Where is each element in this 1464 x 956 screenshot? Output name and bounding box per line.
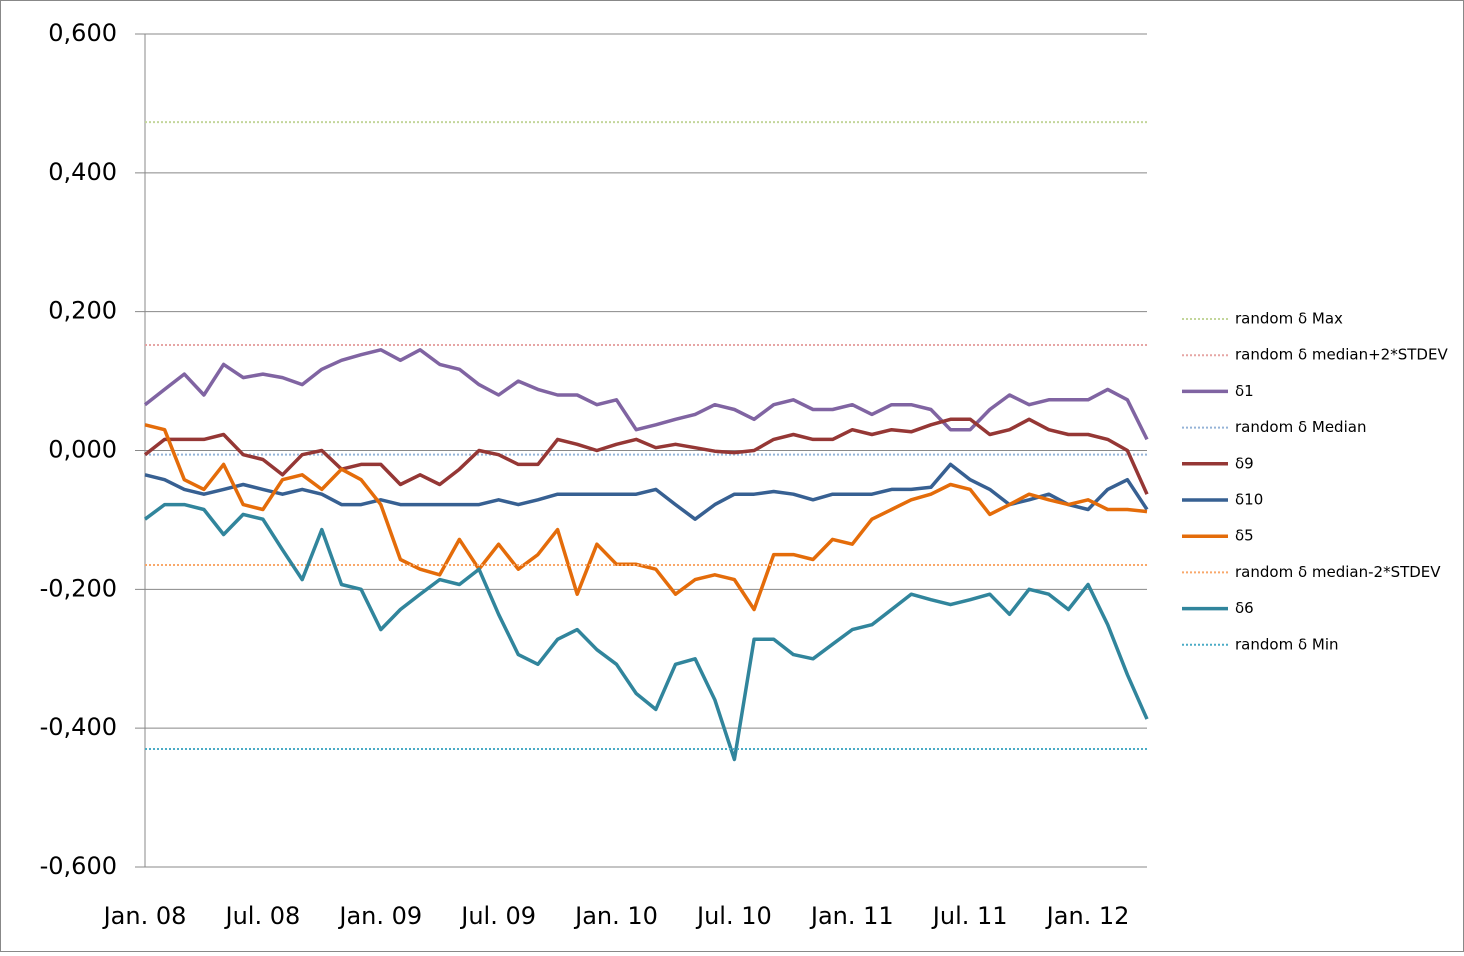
y-tick-label: 0,600	[48, 19, 117, 47]
y-tick-label: 0,000	[48, 436, 117, 464]
x-tick-label: Jul. 10	[695, 902, 772, 930]
series-line	[144, 462, 1149, 521]
series-line	[144, 423, 1148, 612]
legend-label: random δ median-2*STDEV	[1235, 563, 1441, 581]
x-tick-label: Jan. 11	[809, 902, 894, 930]
y-tick-label: 0,400	[48, 158, 117, 186]
x-tick-label: Jul. 09	[459, 902, 536, 930]
x-tick-label: Jul. 08	[223, 902, 300, 930]
legend-label: δ1	[1235, 382, 1254, 400]
series-line	[143, 502, 1149, 762]
y-tick-label: 0,200	[48, 297, 117, 325]
y-tick-label: -0,400	[40, 713, 117, 741]
y-tick-label: -0,600	[40, 852, 117, 880]
series-line	[143, 417, 1149, 495]
legend-label: δ9	[1235, 454, 1254, 472]
legend-label: δ5	[1235, 527, 1254, 545]
x-tick-label: Jan. 08	[102, 902, 187, 930]
series-line	[143, 348, 1149, 441]
x-tick-label: Jan. 09	[337, 902, 422, 930]
legend-label: δ10	[1235, 491, 1263, 509]
legend-label: random δ Max	[1235, 310, 1343, 328]
x-tick-label: Jul. 11	[931, 902, 1008, 930]
x-tick-label: Jan. 12	[1045, 902, 1130, 930]
legend-label: δ6	[1235, 599, 1254, 617]
x-tick-label: Jan. 10	[573, 902, 658, 930]
legend-label: random δ median+2*STDEV	[1235, 346, 1448, 364]
y-tick-label: -0,200	[40, 574, 117, 602]
legend-label: random δ Median	[1235, 418, 1366, 436]
legend-label: random δ Min	[1235, 635, 1339, 653]
